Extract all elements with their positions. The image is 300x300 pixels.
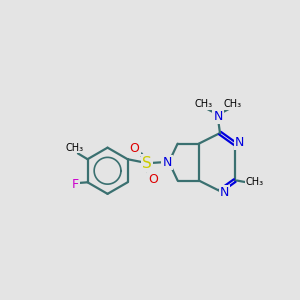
Text: CH₃: CH₃ xyxy=(245,177,264,188)
Text: N: N xyxy=(162,156,172,169)
Text: O: O xyxy=(130,142,140,155)
Text: N: N xyxy=(235,136,244,149)
Text: CH₃: CH₃ xyxy=(224,99,242,109)
Text: F: F xyxy=(72,178,79,191)
Text: O: O xyxy=(148,172,158,185)
Text: N: N xyxy=(213,110,223,123)
Text: CH₃: CH₃ xyxy=(194,99,213,109)
Text: S: S xyxy=(142,155,152,170)
Text: CH₃: CH₃ xyxy=(66,143,84,153)
Text: N: N xyxy=(220,186,230,199)
